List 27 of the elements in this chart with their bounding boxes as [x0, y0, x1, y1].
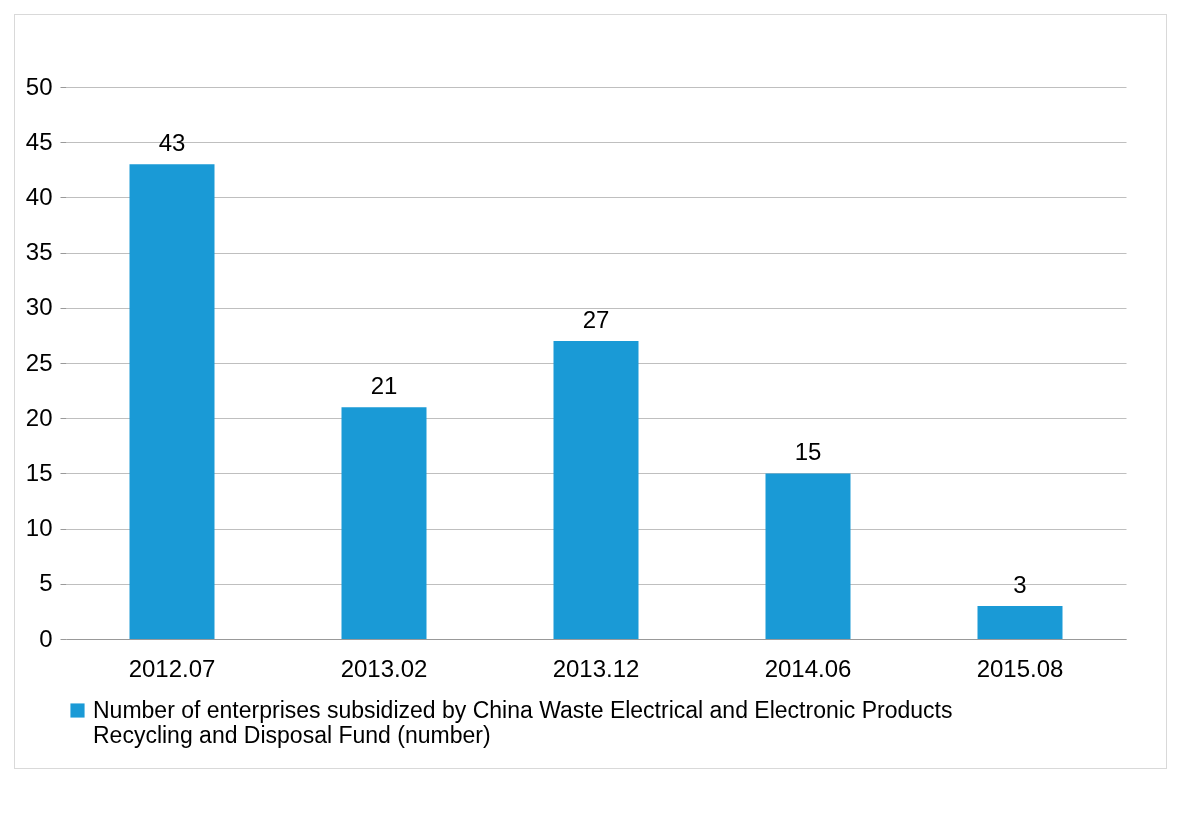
y-tick-label: 30 [25, 293, 53, 321]
legend-label: Number of enterprises subsidized by China Waste Electrical and Electronic Products Recycling and Disposal Fund (number) [93, 696, 953, 748]
y-tick-label: 10 [25, 514, 53, 542]
x-tick-label: 2012.07 [128, 654, 216, 682]
bar [341, 407, 427, 639]
x-tick-label: 2015.08 [976, 654, 1064, 682]
y-tick-label: 45 [25, 127, 53, 155]
y-tick-label: 50 [25, 72, 53, 100]
bar [765, 473, 851, 639]
y-tick-label: 35 [25, 238, 53, 266]
y-tick-label: 0 [39, 624, 53, 652]
x-tick-label: 2014.06 [764, 654, 852, 682]
data-label: 15 [794, 438, 822, 466]
x-tick-label: 2013.02 [340, 654, 428, 682]
y-tick-label: 15 [25, 458, 53, 486]
y-tick-label: 25 [25, 348, 53, 376]
y-tick-label: 5 [39, 569, 53, 597]
data-label: 27 [582, 305, 610, 333]
y-tick-label: 20 [25, 403, 53, 431]
bar [553, 340, 639, 639]
x-tick-label: 2013.12 [552, 654, 640, 682]
data-label: 21 [370, 372, 398, 400]
y-tick-label: 40 [25, 182, 53, 210]
bar [977, 605, 1063, 639]
data-label: 43 [158, 129, 186, 157]
bar [129, 164, 215, 639]
data-label: 3 [1013, 570, 1027, 598]
